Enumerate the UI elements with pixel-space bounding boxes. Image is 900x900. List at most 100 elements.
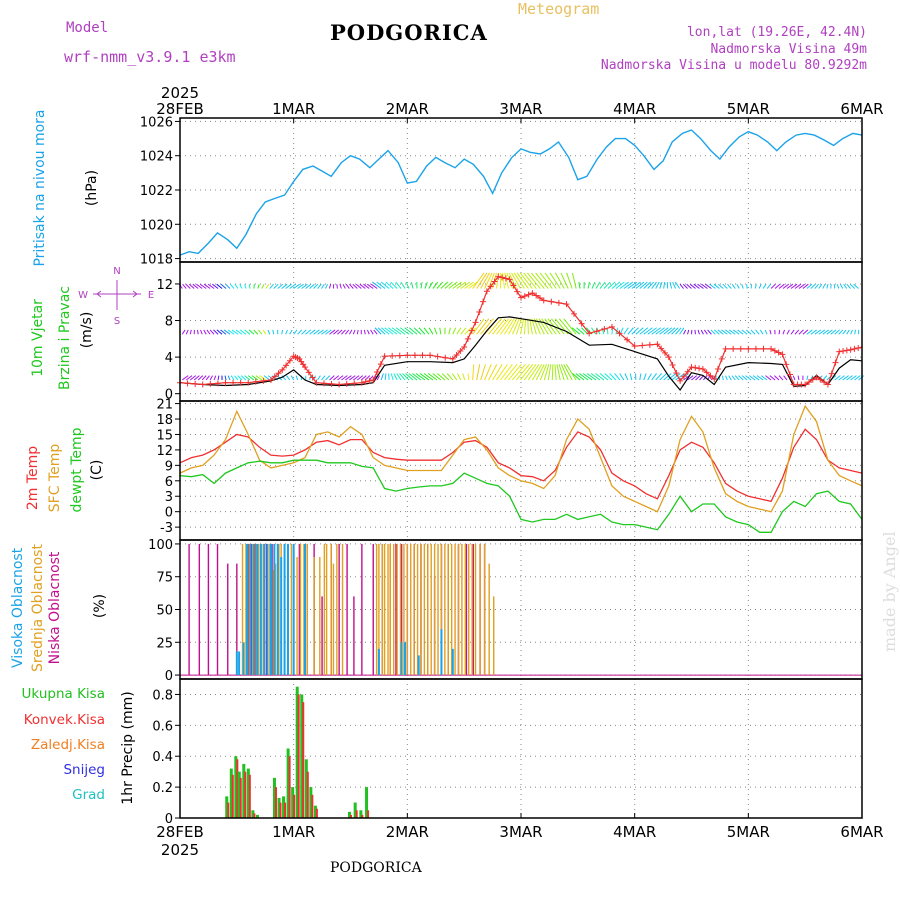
wind-barb [377, 327, 386, 335]
wind-barb [464, 327, 472, 335]
precip-total-bar [251, 810, 255, 818]
wind-barb [806, 375, 809, 381]
wind-barb [797, 375, 800, 381]
wind-barb [691, 375, 698, 381]
top-axis-label: 4MAR [613, 100, 656, 118]
precip-conv-bar [231, 774, 234, 818]
cloud-mid-bar [261, 543, 263, 676]
pressure-ylabel: Pritisak na nivou mora [32, 109, 48, 267]
bottom-axis-label: 5MAR [727, 823, 770, 841]
legend-graupel: Grad [72, 787, 105, 803]
wind-barb [707, 329, 712, 335]
wind-barb [745, 329, 752, 335]
wind-barb [286, 375, 291, 381]
wind-barb [786, 283, 794, 289]
wind-barb [456, 327, 462, 335]
wind-barb [424, 281, 428, 289]
wind-gust-marker [533, 292, 540, 299]
ytick-label-temperature: 9 [165, 459, 173, 474]
wind-barb [380, 373, 384, 381]
cloud-low-bar [247, 543, 249, 676]
wind-barb [432, 281, 439, 289]
wind-barb [234, 375, 239, 381]
wind-barb [853, 283, 859, 289]
wind-barb [591, 327, 597, 335]
precip-total-bar [229, 768, 233, 818]
bottom-axis-label: 6MAR [840, 823, 883, 841]
wind-barb [679, 283, 684, 289]
wind-barb [683, 329, 687, 335]
cloud-mid-bar [389, 543, 391, 676]
wind-gust-marker [824, 381, 831, 388]
wind-barb [388, 373, 390, 381]
wind-barb [529, 318, 533, 335]
cloud-high-bar [246, 543, 249, 676]
wind-barb [452, 281, 462, 289]
wind-barb [766, 283, 772, 289]
wind-barb [261, 283, 265, 289]
wind-barb [643, 327, 653, 335]
wind-barb [405, 373, 414, 381]
wind-gust-marker [847, 346, 854, 353]
wind-barb [727, 283, 732, 289]
wind-barb [756, 375, 764, 381]
wind-barb [806, 329, 813, 335]
wind-gust-marker [514, 288, 521, 295]
wind-gust-marker [267, 376, 274, 383]
wind-barb [427, 373, 438, 381]
wind-barb [321, 375, 326, 381]
wind-barb [549, 272, 561, 289]
wind-gust-marker [608, 323, 615, 330]
wind-gust-marker [536, 294, 543, 301]
wind-barb [237, 375, 243, 381]
wind-barb [802, 283, 809, 289]
wind-gust-marker [476, 308, 483, 315]
precip-conv-bar [355, 810, 358, 818]
top-axis-label: 3MAR [499, 100, 542, 118]
wind-barb [203, 283, 211, 289]
wind-barb [631, 327, 639, 335]
wind-barb [558, 364, 565, 381]
wind-barb [769, 329, 772, 335]
wind-barb [850, 329, 853, 335]
wind-barb [728, 329, 736, 335]
wind-barb [317, 329, 324, 335]
wind-barb [609, 373, 617, 381]
wind-gust-marker [768, 345, 775, 352]
wind-barb [524, 364, 537, 381]
wind-barb [512, 318, 520, 335]
wind-barb [199, 283, 207, 289]
wind-barb [345, 375, 352, 381]
temp-unit: (C) [89, 459, 105, 481]
ytick-label-precip: 0.8 [152, 688, 173, 703]
cloud-mid-bar [245, 543, 247, 676]
cloud-mid-bar [303, 543, 305, 676]
wind-gust-marker [828, 370, 835, 377]
wind-barb [342, 283, 346, 289]
bottom-axis-label: 2MAR [386, 823, 429, 841]
cloud-mid-bar [444, 543, 446, 676]
pressure-line [179, 129, 863, 256]
wind-gust-line [179, 275, 863, 386]
wind-gust-marker [271, 373, 278, 380]
wind-barb [647, 373, 652, 381]
wind-barb [239, 283, 243, 289]
wind-barb [663, 373, 672, 381]
wind-barb [230, 375, 235, 381]
precip-total-bar [242, 763, 246, 818]
wind-barb [337, 375, 344, 381]
wind-barb [725, 375, 728, 381]
wind-barb [858, 375, 865, 381]
wind-barb [769, 375, 776, 381]
wind-gust-marker [499, 274, 506, 281]
cloud-mid-bar [396, 543, 398, 676]
wind-barb [262, 329, 267, 335]
wind-gust-marker [381, 353, 388, 360]
wind-gust-marker [510, 282, 517, 289]
wind-barb [694, 329, 696, 335]
cloud-low-bar [250, 543, 253, 676]
wind-barb [309, 329, 316, 335]
cloud-high-bar [266, 543, 269, 676]
wind-barb [782, 283, 790, 289]
temp-sfc-line [179, 404, 863, 513]
